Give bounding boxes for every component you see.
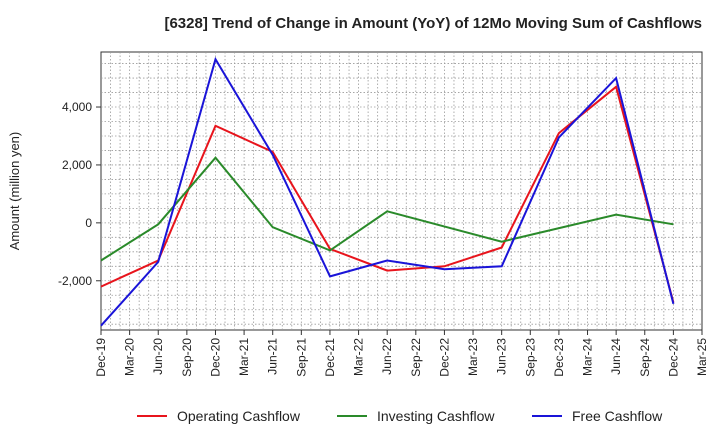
y-tick-label: -2,000 xyxy=(58,274,92,288)
x-tick-label: Jun-23 xyxy=(495,338,509,375)
x-tick-label: Mar-22 xyxy=(352,338,366,376)
free-cashflow-line xyxy=(100,56,675,327)
legend-item-investing-cashflow: Investing Cashflow xyxy=(337,404,495,428)
x-tick-label: Jun-24 xyxy=(609,338,623,375)
legend-item-free-cashflow: Free Cashflow xyxy=(532,404,662,428)
y-axis-title: Amount (million yen) xyxy=(7,132,22,251)
plot-area-frame xyxy=(100,51,703,331)
x-tick-label: Mar-24 xyxy=(581,338,595,376)
x-tick-label: Dec-19 xyxy=(94,338,108,377)
y-tick-label: 4,000 xyxy=(62,100,92,114)
x-tick-label: Jun-20 xyxy=(151,338,165,375)
x-tick-label: Dec-24 xyxy=(666,338,680,377)
legend-swatch xyxy=(337,415,367,417)
x-tick-label: Mar-25 xyxy=(695,338,709,376)
y-tick-label: 2,000 xyxy=(62,158,92,172)
x-tick-label: Mar-21 xyxy=(237,338,251,376)
x-tick-label: Dec-20 xyxy=(208,338,222,377)
x-tick-label: Dec-22 xyxy=(437,338,451,377)
investing-cashflow-line xyxy=(100,156,674,262)
x-tick-label: Jun-22 xyxy=(380,338,394,375)
x-tick-label: Jun-21 xyxy=(266,338,280,375)
legend-swatch xyxy=(532,415,562,417)
x-tick-label: Sep-24 xyxy=(638,338,652,377)
legend-label: Operating Cashflow xyxy=(177,408,300,424)
y-axis-ticks: -2,000 0 2,000 4,000 xyxy=(58,100,101,288)
chart-legend: Operating Cashflow Investing Cashflow Free… xyxy=(0,404,720,428)
x-tick-label: Mar-20 xyxy=(123,338,137,376)
legend-label: Investing Cashflow xyxy=(377,408,495,424)
x-tick-label: Sep-20 xyxy=(180,338,194,377)
x-tick-label: Mar-23 xyxy=(466,338,480,376)
legend-item-operating-cashflow: Operating Cashflow xyxy=(137,404,300,428)
series-lines xyxy=(100,56,675,327)
legend-label: Free Cashflow xyxy=(572,408,663,424)
chart-title: [6328] Trend of Change in Amount (YoY) o… xyxy=(164,15,702,32)
x-axis-ticks: Dec-19 Mar-20 Jun-20 Sep-20 Dec-20 Mar-21 Jun-… xyxy=(94,330,709,377)
x-tick-label: Sep-21 xyxy=(294,338,308,377)
grid-lines xyxy=(101,52,702,330)
x-tick-label: Dec-23 xyxy=(552,338,566,377)
y-tick-label: 0 xyxy=(85,216,92,230)
legend-swatch xyxy=(137,415,167,417)
x-tick-label: Sep-22 xyxy=(409,338,423,377)
x-tick-label: Dec-21 xyxy=(323,338,337,377)
x-tick-label: Sep-23 xyxy=(523,338,537,377)
